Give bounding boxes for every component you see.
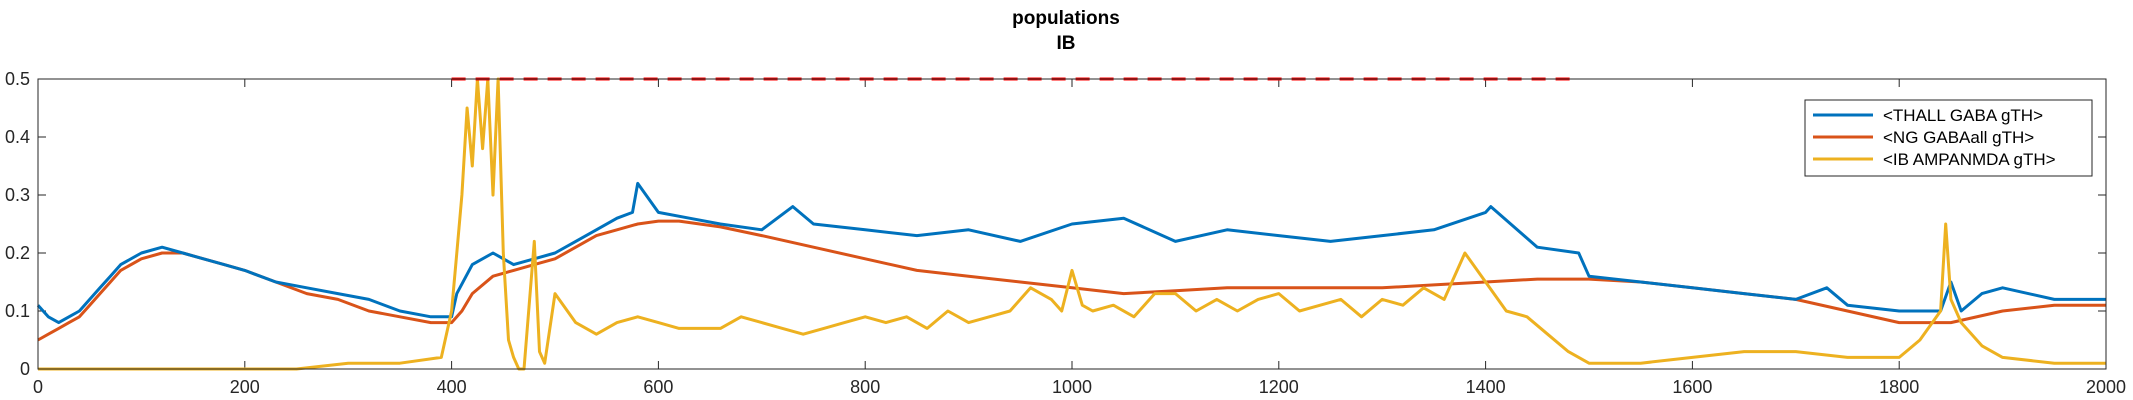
chart-subtitle: IB <box>1057 33 1076 54</box>
y-tick-label: 0.5 <box>5 69 30 89</box>
y-tick-label: 0.2 <box>5 243 30 263</box>
x-tick-label: 1600 <box>1672 377 1712 397</box>
legend: <THALL GABA gTH> <NG GABAall gTH> <IB AMPA… <box>1804 99 2093 177</box>
x-tick-label: 1400 <box>1466 377 1506 397</box>
x-tick-label: 1200 <box>1259 377 1299 397</box>
legend-label: <THALL GABA gTH> <box>1883 106 2043 125</box>
legend-label: <IB AMPANMDA gTH> <box>1883 150 2056 169</box>
y-axis: 0 0.1 0.2 0.3 0.4 0.5 <box>5 69 2106 379</box>
y-tick-label: 0.1 <box>5 301 30 321</box>
plot-frame <box>37 78 2107 370</box>
x-tick-label: 600 <box>643 377 673 397</box>
y-tick-label: 0.4 <box>5 127 30 147</box>
x-tick-label: 1000 <box>1052 377 1092 397</box>
x-axis: 0 200 400 600 800 1000 1200 1400 1600 1800 2000 <box>33 79 2126 397</box>
x-tick-label: 2000 <box>2086 377 2126 397</box>
x-tick-label: 1800 <box>1879 377 1919 397</box>
x-tick-label: 400 <box>437 377 467 397</box>
y-tick-label: 0 <box>20 359 30 379</box>
series-line-1 <box>37 219 2106 342</box>
legend-label: <NG GABAall gTH> <box>1883 128 2034 147</box>
y-tick-label: 0.3 <box>5 185 30 205</box>
x-tick-label: 800 <box>850 377 880 397</box>
x-tick-label: 0 <box>33 377 43 397</box>
series-line-0 <box>36 181 2106 325</box>
x-tick-label: 200 <box>230 377 260 397</box>
chart-title: populations <box>1012 8 1120 29</box>
series-layer <box>36 77 2106 371</box>
